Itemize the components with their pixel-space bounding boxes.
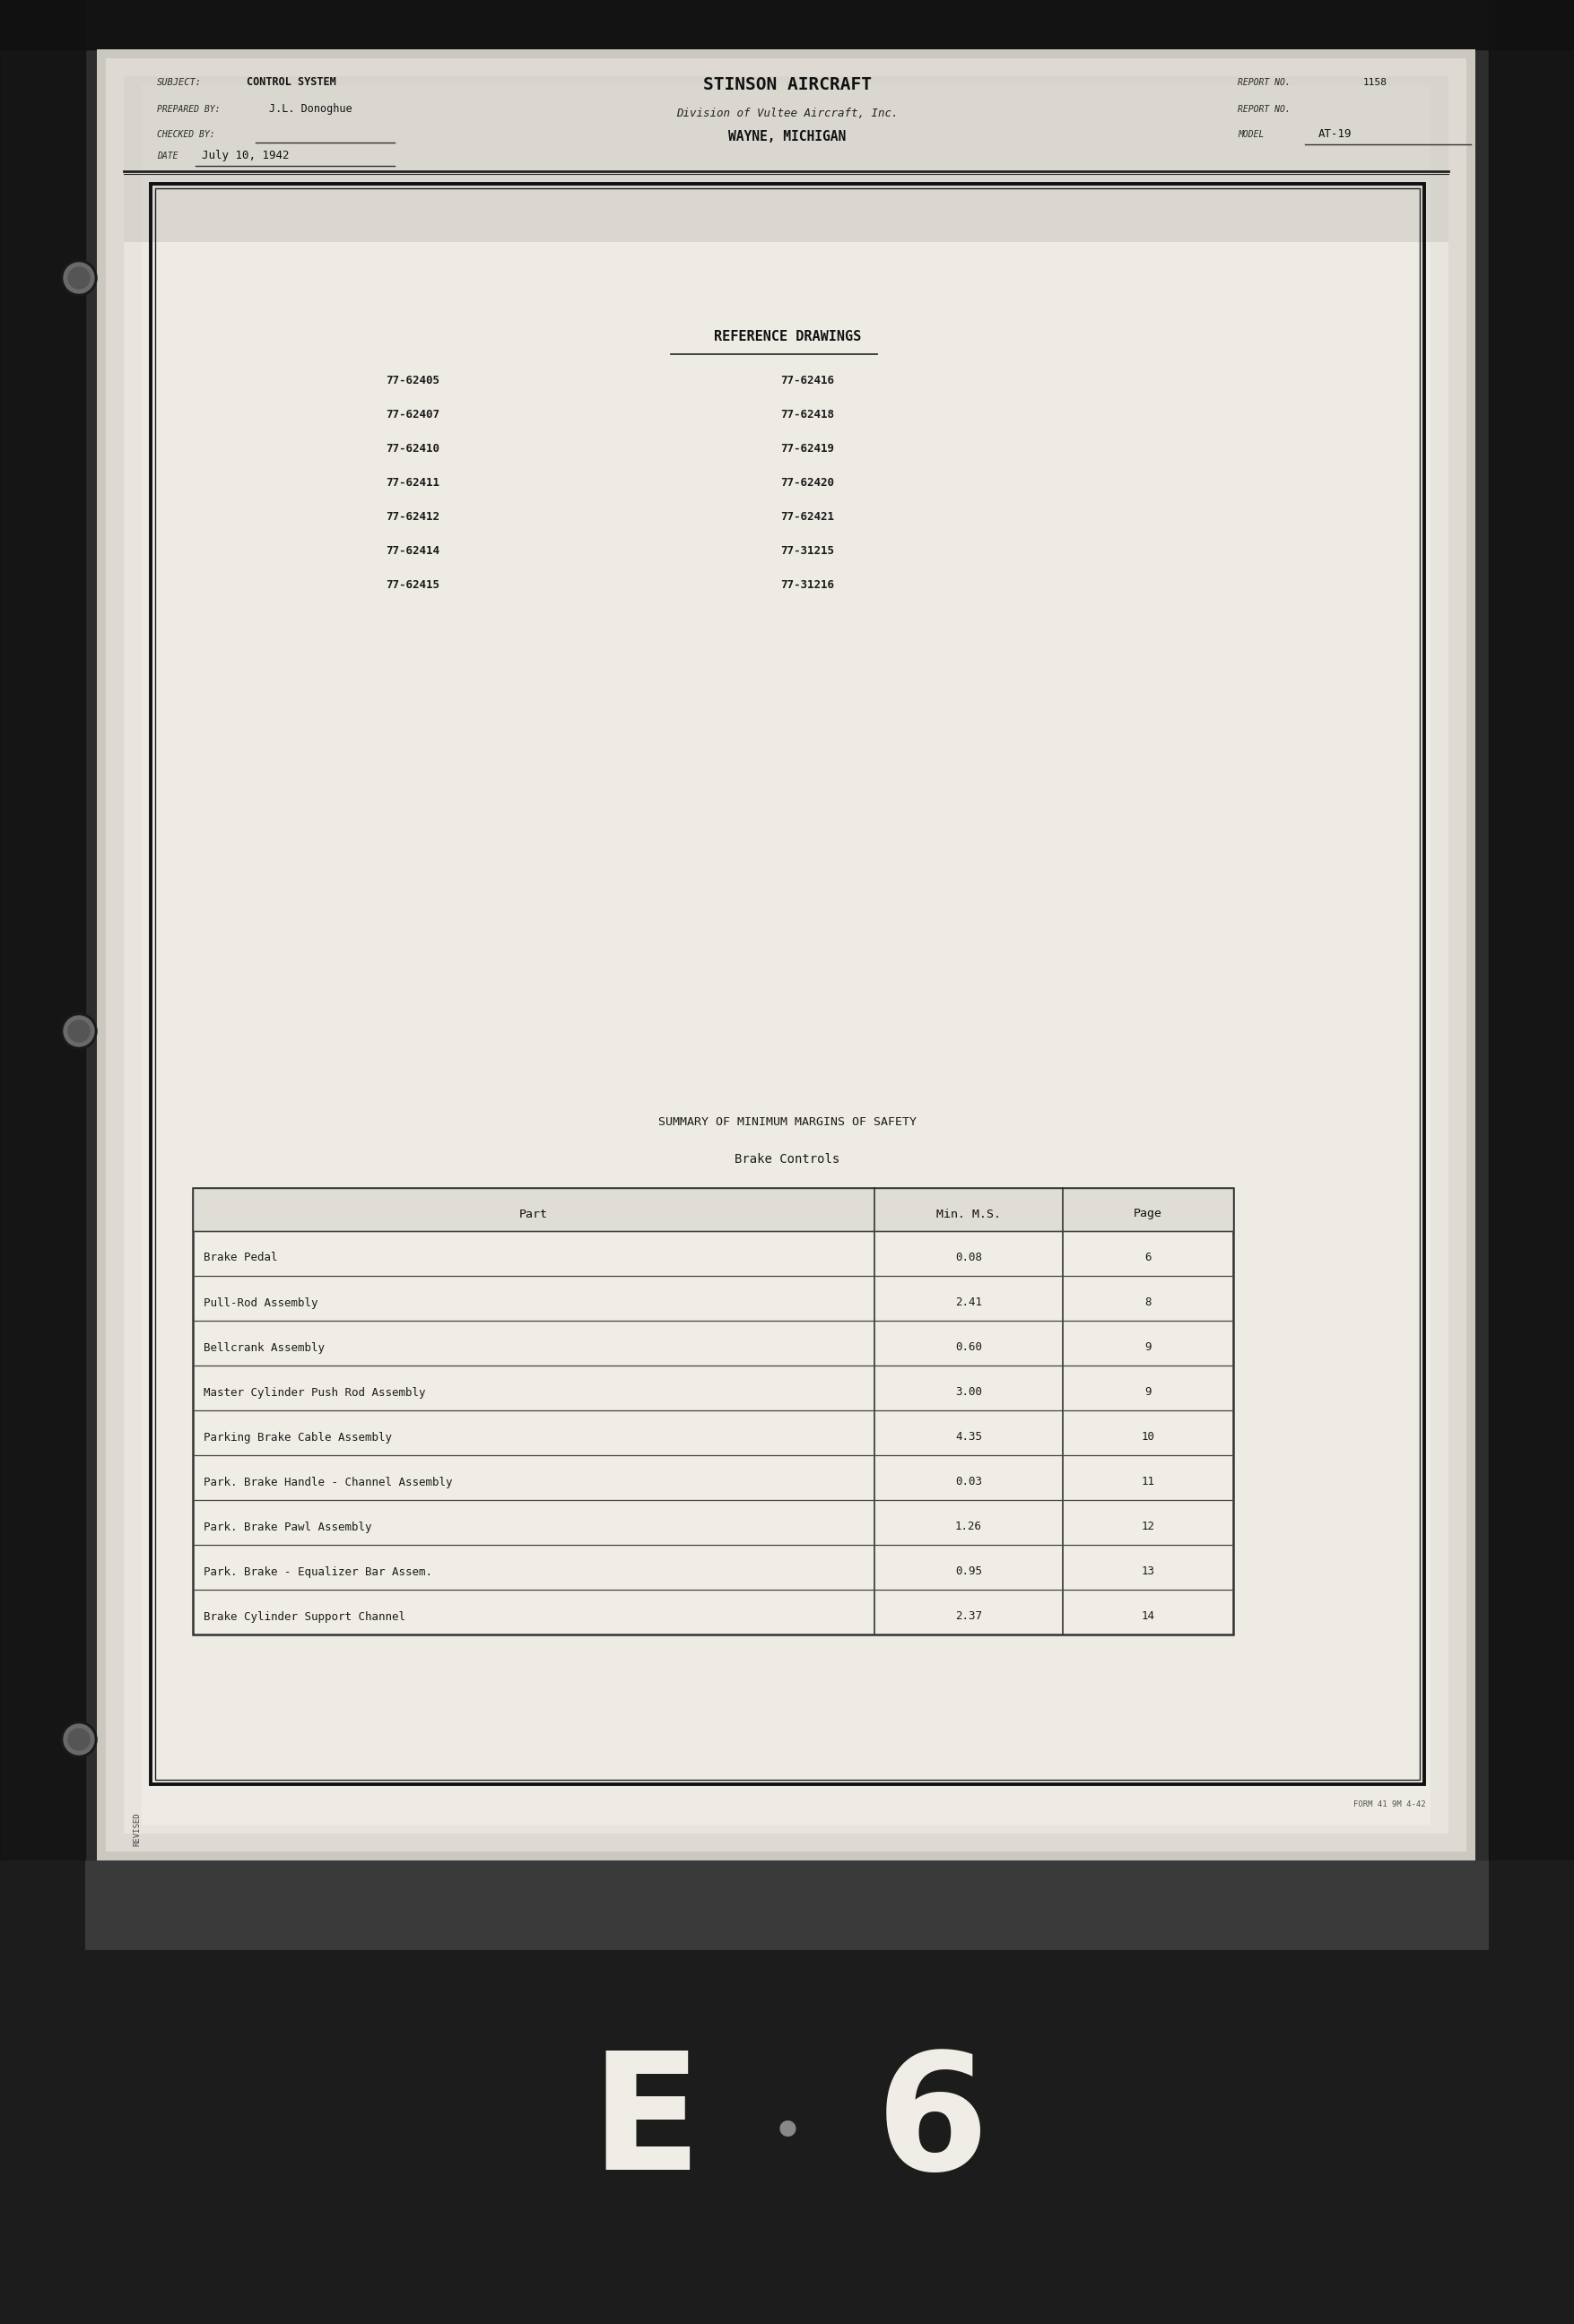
Text: 77-31215: 77-31215 bbox=[781, 546, 834, 558]
Circle shape bbox=[68, 1020, 90, 1041]
Text: Brake Controls: Brake Controls bbox=[735, 1153, 841, 1167]
Text: 8: 8 bbox=[1144, 1297, 1151, 1308]
Circle shape bbox=[63, 263, 94, 293]
Bar bbox=[0, 1862, 1574, 2324]
Text: Min. M.S.: Min. M.S. bbox=[937, 1208, 1001, 1220]
Text: 1.26: 1.26 bbox=[955, 1522, 982, 1534]
Text: Pull-Rod Assembly: Pull-Rod Assembly bbox=[203, 1297, 318, 1308]
Text: 3.00: 3.00 bbox=[955, 1387, 982, 1399]
Text: Page: Page bbox=[1133, 1208, 1162, 1220]
Text: J.L. Donoghue: J.L. Donoghue bbox=[269, 102, 353, 114]
Text: E: E bbox=[590, 2045, 700, 2203]
Text: PREPARED BY:: PREPARED BY: bbox=[157, 105, 220, 114]
Text: 0.08: 0.08 bbox=[955, 1253, 982, 1264]
Text: 77-62418: 77-62418 bbox=[781, 409, 834, 421]
Text: Park. Brake - Equalizer Bar Assem.: Park. Brake - Equalizer Bar Assem. bbox=[203, 1566, 433, 1578]
Text: 4.35: 4.35 bbox=[955, 1432, 982, 1443]
Text: 0.60: 0.60 bbox=[955, 1341, 982, 1353]
Text: CHECKED BY:: CHECKED BY: bbox=[157, 130, 216, 139]
Text: Bellcrank Assembly: Bellcrank Assembly bbox=[203, 1341, 324, 1353]
Text: 77-62407: 77-62407 bbox=[386, 409, 439, 421]
Bar bbox=[98, 49, 1475, 1862]
Text: 2.41: 2.41 bbox=[955, 1297, 982, 1308]
Text: REPORT NO.: REPORT NO. bbox=[1237, 79, 1291, 86]
Text: Master Cylinder Push Rod Assembly: Master Cylinder Push Rod Assembly bbox=[203, 1387, 425, 1399]
Text: 11: 11 bbox=[1141, 1476, 1155, 1487]
Text: 2.37: 2.37 bbox=[955, 1611, 982, 1622]
Text: MODEL: MODEL bbox=[1237, 130, 1264, 139]
Text: 77-31216: 77-31216 bbox=[781, 579, 834, 590]
Circle shape bbox=[68, 1729, 90, 1750]
Text: 12: 12 bbox=[1141, 1522, 1155, 1534]
Text: REPORT NO.: REPORT NO. bbox=[1237, 105, 1291, 114]
Circle shape bbox=[63, 1724, 94, 1755]
Text: 77-62412: 77-62412 bbox=[386, 511, 439, 523]
Text: SUMMARY OF MINIMUM MARGINS OF SAFETY: SUMMARY OF MINIMUM MARGINS OF SAFETY bbox=[658, 1116, 916, 1127]
Text: REVISED: REVISED bbox=[132, 1813, 140, 1845]
Text: 6: 6 bbox=[1144, 1253, 1151, 1264]
Bar bbox=[0, 0, 85, 2324]
Text: 9: 9 bbox=[1144, 1387, 1151, 1399]
Text: SUBJECT:: SUBJECT: bbox=[157, 79, 201, 86]
Text: Division of Vultee Aircraft, Inc.: Division of Vultee Aircraft, Inc. bbox=[677, 107, 899, 119]
Circle shape bbox=[61, 260, 98, 295]
Text: 77-62415: 77-62415 bbox=[386, 579, 439, 590]
Text: 77-62420: 77-62420 bbox=[781, 476, 834, 488]
Text: Brake Pedal: Brake Pedal bbox=[203, 1253, 277, 1264]
Text: REFERENCE DRAWINGS: REFERENCE DRAWINGS bbox=[713, 330, 861, 344]
Text: 14: 14 bbox=[1141, 1611, 1155, 1622]
Bar bbox=[105, 58, 1467, 1852]
Text: Park. Brake Pawl Assembly: Park. Brake Pawl Assembly bbox=[203, 1522, 371, 1534]
Text: 77-62405: 77-62405 bbox=[386, 374, 439, 386]
Circle shape bbox=[63, 1016, 94, 1046]
Text: DATE: DATE bbox=[157, 151, 178, 160]
Text: AT-19: AT-19 bbox=[1319, 128, 1352, 139]
Bar bbox=[142, 86, 1431, 1824]
Text: 77-62421: 77-62421 bbox=[781, 511, 834, 523]
Bar bbox=[194, 1188, 1232, 1634]
Text: 77-62410: 77-62410 bbox=[386, 444, 439, 456]
Text: 77-62419: 77-62419 bbox=[781, 444, 834, 456]
Text: 77-62411: 77-62411 bbox=[386, 476, 439, 488]
Text: 1158: 1158 bbox=[1363, 79, 1387, 86]
Text: 77-62414: 77-62414 bbox=[386, 546, 439, 558]
Bar bbox=[85, 1862, 1489, 1950]
Bar bbox=[1489, 0, 1574, 2324]
Bar bbox=[151, 184, 1424, 1785]
Circle shape bbox=[61, 1722, 98, 1757]
Text: Parking Brake Cable Assembly: Parking Brake Cable Assembly bbox=[203, 1432, 392, 1443]
Text: FORM 41 9M 4-42: FORM 41 9M 4-42 bbox=[1354, 1801, 1426, 1808]
Text: STINSON AIRCRAFT: STINSON AIRCRAFT bbox=[704, 77, 872, 93]
Circle shape bbox=[61, 1013, 98, 1048]
Text: 0.03: 0.03 bbox=[955, 1476, 982, 1487]
Bar bbox=[0, 0, 1574, 49]
Text: Park. Brake Handle - Channel Assembly: Park. Brake Handle - Channel Assembly bbox=[203, 1476, 452, 1487]
Bar bbox=[194, 1188, 1232, 1232]
Text: Brake Cylinder Support Channel: Brake Cylinder Support Channel bbox=[203, 1611, 406, 1622]
Circle shape bbox=[68, 267, 90, 288]
Bar bbox=[156, 188, 1420, 1780]
Text: July 10, 1942: July 10, 1942 bbox=[201, 149, 290, 160]
Text: 6: 6 bbox=[877, 2045, 988, 2203]
Text: CONTROL SYSTEM: CONTROL SYSTEM bbox=[247, 77, 337, 88]
Bar bbox=[124, 77, 1448, 242]
Bar bbox=[124, 77, 1448, 1834]
Text: 77-62416: 77-62416 bbox=[781, 374, 834, 386]
Text: Part: Part bbox=[519, 1208, 548, 1220]
Text: WAYNE, MICHIGAN: WAYNE, MICHIGAN bbox=[729, 130, 847, 144]
Text: 9: 9 bbox=[1144, 1341, 1151, 1353]
Text: 10: 10 bbox=[1141, 1432, 1155, 1443]
Text: 0.95: 0.95 bbox=[955, 1566, 982, 1578]
Text: •: • bbox=[771, 2108, 804, 2161]
Text: 13: 13 bbox=[1141, 1566, 1155, 1578]
Bar bbox=[0, 1864, 1574, 2324]
